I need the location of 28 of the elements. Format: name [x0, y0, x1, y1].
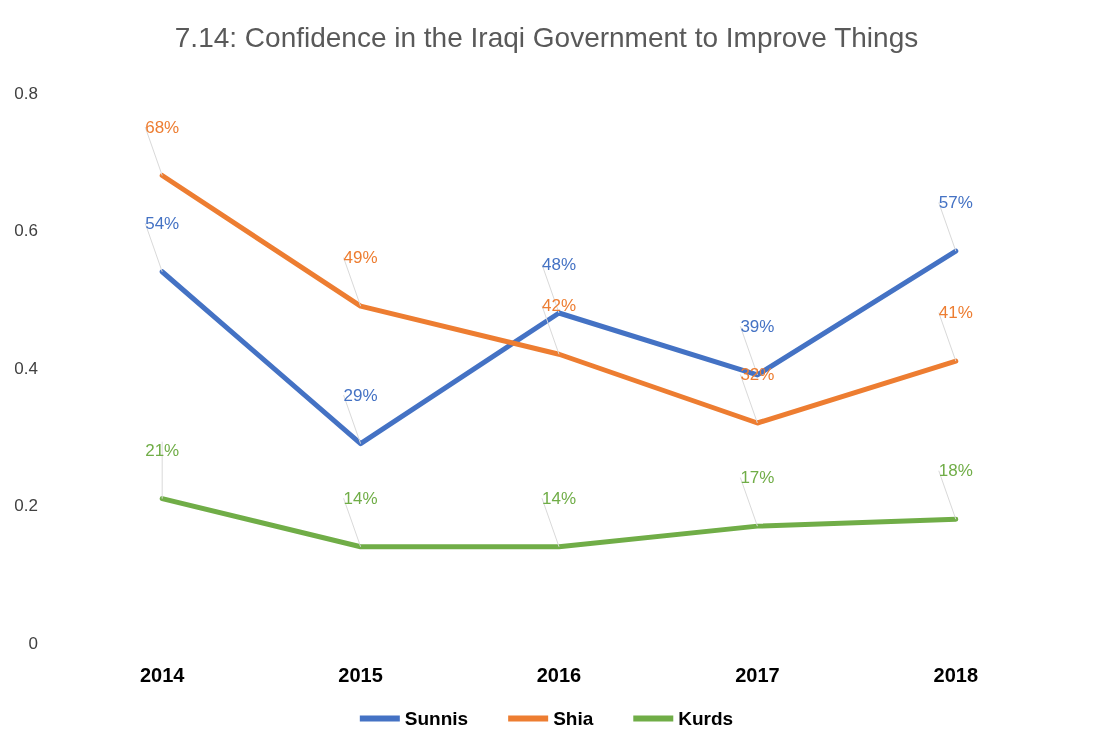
y-tick-label: 0	[28, 633, 38, 653]
data-label: 18%	[938, 461, 973, 481]
data-label: 48%	[541, 255, 577, 274]
data-label: 17%	[740, 468, 775, 488]
x-tick-label: 2016	[536, 664, 582, 686]
data-label: 57%	[938, 193, 973, 213]
legend-label: Sunnis	[404, 708, 469, 729]
data-label: 29%	[343, 385, 378, 405]
y-tick-label: 0.4	[14, 358, 38, 378]
data-label: 14%	[343, 488, 378, 508]
legend-label: Shia	[553, 708, 594, 729]
data-label: 49%	[343, 248, 378, 268]
data-label: 14%	[541, 488, 577, 508]
x-tick-label: 2015	[338, 664, 383, 686]
x-tick-label: 2014	[139, 664, 186, 686]
data-label: 39%	[740, 316, 775, 336]
data-label: 54%	[145, 213, 180, 233]
data-label: 42%	[541, 296, 577, 316]
data-label: 68%	[145, 117, 180, 137]
y-tick-label: 0.2	[14, 496, 38, 515]
y-tick-label: 0.8	[14, 83, 38, 103]
x-tick-label: 2017	[735, 664, 780, 686]
x-tick-label: 2018	[933, 664, 979, 686]
legend-label: Kurds	[678, 708, 734, 729]
data-label: 41%	[938, 303, 973, 323]
chart-title: 7.14: Confidence in the Iraqi Government to Improve Things	[174, 21, 919, 53]
data-label: 21%	[145, 440, 180, 460]
y-tick-label: 0.6	[14, 221, 38, 240]
